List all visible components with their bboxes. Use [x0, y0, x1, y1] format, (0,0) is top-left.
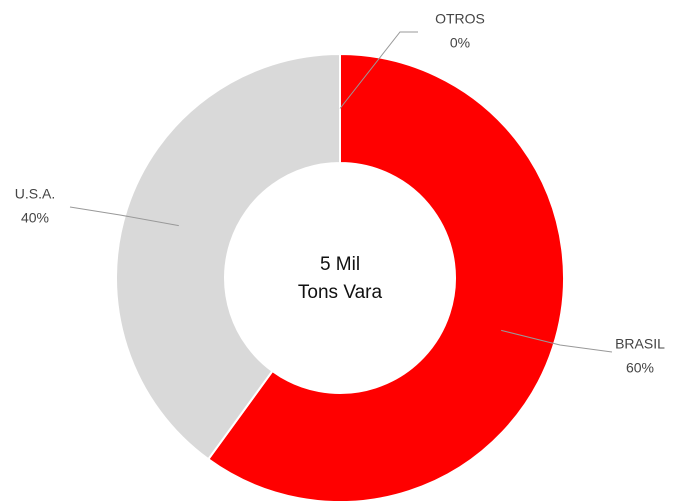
slice: [206, 52, 565, 501]
center-label: Tons Vara: [298, 282, 383, 303]
leader-line: [339, 31, 418, 109]
leader-line: [69, 206, 179, 227]
center-label: 5 Mil: [320, 254, 360, 275]
slice-label: OTROS: [435, 11, 485, 27]
leader-line: [501, 329, 613, 353]
slice-label: BRASIL: [615, 336, 665, 352]
slice: [115, 52, 341, 461]
value-label: 0%: [450, 35, 470, 51]
value-label: 40%: [21, 210, 49, 226]
value-label: 60%: [626, 360, 654, 376]
slice-label: U.S.A.: [15, 186, 55, 202]
